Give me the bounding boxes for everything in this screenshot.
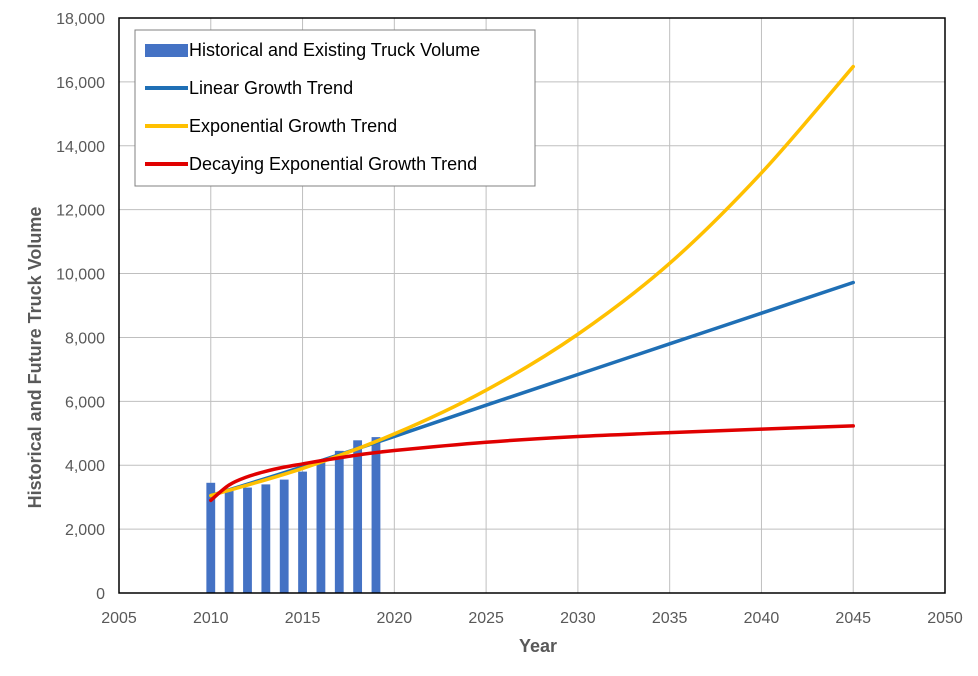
- y-tick-label: 16,000: [56, 75, 105, 92]
- x-tick-label: 2050: [927, 610, 963, 627]
- legend-label: Exponential Growth Trend: [189, 116, 397, 136]
- bar-2019: [371, 437, 381, 593]
- bar-2015: [298, 471, 307, 593]
- y-tick-label: 6,000: [65, 394, 105, 411]
- y-tick-label: 0: [96, 586, 105, 603]
- y-tick-label: 12,000: [56, 203, 105, 220]
- legend-label: Decaying Exponential Growth Trend: [189, 154, 477, 174]
- x-tick-label: 2005: [101, 610, 137, 627]
- x-axis-ticks: 2005 2010 2015 2020 2025 2030 2035 2040 2045 2050: [101, 610, 963, 627]
- legend-label: Historical and Existing Truck Volume: [189, 40, 480, 60]
- bar-2014: [279, 479, 289, 593]
- legend-box: [134, 29, 536, 187]
- plot-area-frame: [118, 17, 946, 594]
- bar-2017: [334, 450, 344, 593]
- bar-2018: [353, 440, 363, 593]
- x-tick-label: 2030: [560, 610, 596, 627]
- line-series: [209, 64, 855, 503]
- y-tick-label: 10,000: [56, 267, 105, 284]
- x-axis-title: Year: [519, 636, 557, 656]
- y-tick-label: 8,000: [65, 330, 105, 347]
- line-series-3: [209, 424, 855, 503]
- x-tick-label: 2035: [652, 610, 688, 627]
- bar-2012: [243, 487, 252, 593]
- x-tick-label: 2020: [377, 610, 413, 627]
- y-axis-ticks: 0 2,000 4,000 6,000 8,000 10,000 12,000 14,000 1…: [56, 11, 105, 603]
- y-tick-label: 4,000: [65, 458, 105, 475]
- bar-2011: [224, 489, 234, 593]
- bar-2016: [316, 460, 326, 593]
- x-tick-label: 2045: [835, 610, 871, 627]
- legend-swatch-bar: [145, 44, 188, 57]
- x-tick-label: 2025: [468, 610, 504, 627]
- y-tick-label: 2,000: [65, 522, 105, 539]
- y-axis-title: Historical and Future Truck Volume: [25, 207, 45, 509]
- x-tick-label: 2010: [193, 610, 229, 627]
- legend-label: Linear Growth Trend: [189, 78, 353, 98]
- bar-2013: [261, 484, 271, 593]
- bar-2010: [206, 482, 216, 593]
- x-tick-label: 2015: [285, 610, 321, 627]
- legend: Historical and Existing Truck Volume Line…: [134, 29, 536, 187]
- y-tick-label: 14,000: [56, 139, 105, 156]
- y-tick-label: 18,000: [56, 11, 105, 28]
- bar-series: [206, 437, 381, 593]
- x-tick-label: 2040: [744, 610, 780, 627]
